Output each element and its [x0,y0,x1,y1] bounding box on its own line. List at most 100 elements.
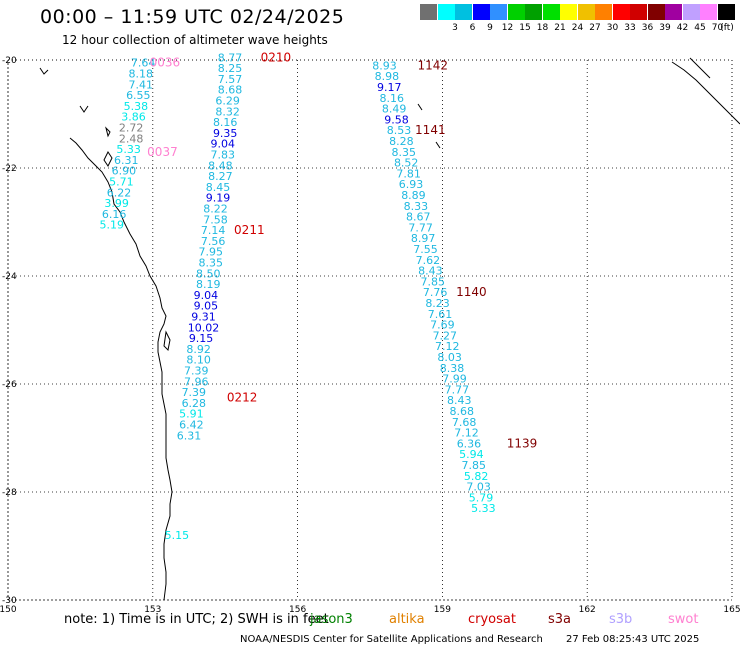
wave-height-value: 7.62 [416,254,441,267]
wave-height-value: 8.43 [418,265,443,278]
wave-height-value: 8.16 [213,116,238,129]
footer-credit: NOAA/NESDIS Center for Satellite Applica… [240,634,543,645]
lon-tick-label: 156 [289,605,306,615]
map-gridlines [7,59,733,601]
wave-height-value: 8.25 [218,62,243,75]
wave-height-value: 9.31 [191,311,216,324]
wave-height-value: 5.19 [100,219,125,232]
wave-height-value: 8.35 [392,146,417,159]
legend-swatch [595,4,612,20]
satellite-label-s3b: s3b [609,612,633,627]
satellite-label-swot: swot [668,612,699,627]
wave-height-value: 8.32 [215,105,240,118]
wave-height-value: 8.22 [203,203,228,216]
legend-label: 27 [589,23,601,33]
wave-height-value: 3.86 [121,111,146,124]
wave-height-value: 8.38 [440,362,465,375]
wave-height-value: 7.56 [201,235,226,248]
legend-swatch [560,4,577,20]
legend-label: 15 [519,23,531,33]
reef-outline-2 [79,105,89,113]
track-time-label: 1142 [417,58,448,72]
legend-label: 36 [641,23,654,33]
islet-outline-3 [435,141,441,149]
wave-height-value: 5.33 [116,143,141,156]
wave-height-value: 8.10 [186,354,211,367]
lat-tick-label: -28 [2,488,17,498]
wave-height-value: 6.90 [112,165,137,178]
wave-height-value: 6.31 [177,429,202,442]
wave-height-value: 9.04 [194,289,219,302]
wave-height-value: 9.19 [206,192,231,205]
wave-height-value: 10.02 [188,321,220,334]
wave-height-value: 8.18 [128,68,153,81]
legend-swatch [542,4,560,20]
wave-height-value: 3.99 [104,197,129,210]
wave-height-value: 2.72 [119,122,144,135]
lat-tick-label: -26 [2,380,17,390]
reef-outline [39,67,49,75]
wave-height-value: 6.31 [114,154,139,167]
wave-height-value: 6.36 [457,437,482,450]
wave-height-value: 5.79 [469,491,494,504]
legend-swatch [455,4,472,20]
wave-height-value: 8.93 [372,59,397,72]
lat-tick-label: -22 [2,164,17,174]
legend-swatch [525,4,542,20]
legend-swatch [437,4,455,20]
track-time-label: 1140 [456,285,487,299]
wave-height-value: 8.50 [196,267,221,280]
altimeter-track: 8.778.257.578.686.298.328.169.359.047.83… [165,50,291,542]
satellite-label-cryosat: cryosat [468,612,516,627]
wave-height-value: 7.81 [396,167,421,180]
wave-height-value: 7.77 [408,221,433,234]
lat-tick-label: -20 [2,56,17,66]
altimeter-tracks: 8.778.257.578.686.298.328.169.359.047.83… [100,50,538,542]
wave-height-value: 5.33 [471,502,496,515]
wave-height-value: 6.28 [182,397,207,410]
legend-label: 18 [536,23,549,33]
wave-height-value: 6.55 [126,89,151,102]
legend-swatch [647,4,665,20]
lon-tick-label: 150 [0,605,17,615]
legend-label: 12 [501,23,514,33]
wave-height-value: 9.58 [384,113,409,126]
wave-height-value: 8.27 [208,170,233,183]
legend-swatch [717,4,735,20]
wave-height-value: 8.68 [218,84,243,97]
legend-label: 3 [452,23,458,33]
wave-height-value: 7.03 [466,481,491,494]
coastline [39,57,740,601]
wave-height-value: 7.85 [462,459,487,472]
wave-height-value: 7.96 [184,375,209,388]
legend-swatch [577,4,595,20]
wave-height-value: 7.58 [203,213,228,226]
lon-tick-label: 162 [579,605,596,615]
lon-tick-label: 159 [434,605,451,615]
wave-height-value: 5.82 [464,470,489,483]
chart-subtitle: 12 hour collection of altimeter wave hei… [62,33,328,47]
lon-tick-label: 165 [723,605,740,615]
legend-label: 42 [676,23,689,33]
wave-height-value: 7.83 [211,149,236,162]
wave-height-value: 6.22 [107,186,132,199]
wave-height-value: 7.14 [201,224,226,237]
wave-height-value: 2.48 [119,132,144,145]
legend-label: 6 [469,23,476,33]
lon-tick-label: 153 [144,605,161,615]
map-frame [7,59,733,601]
wave-height-value: 8.67 [406,211,431,224]
wave-height-value: 8.98 [375,70,400,83]
islet-outline [105,126,111,138]
wave-height-value: 8.33 [404,200,429,213]
wave-height-value: 7.39 [184,365,209,378]
wave-height-value: 5.15 [165,529,190,542]
legend-swatch [472,4,490,20]
track-time-label: 0211 [234,223,265,237]
legend-label: 45 [694,23,706,33]
legend-swatch [507,4,525,20]
wave-height-value: 9.17 [377,81,402,94]
legend-swatch [490,4,507,20]
